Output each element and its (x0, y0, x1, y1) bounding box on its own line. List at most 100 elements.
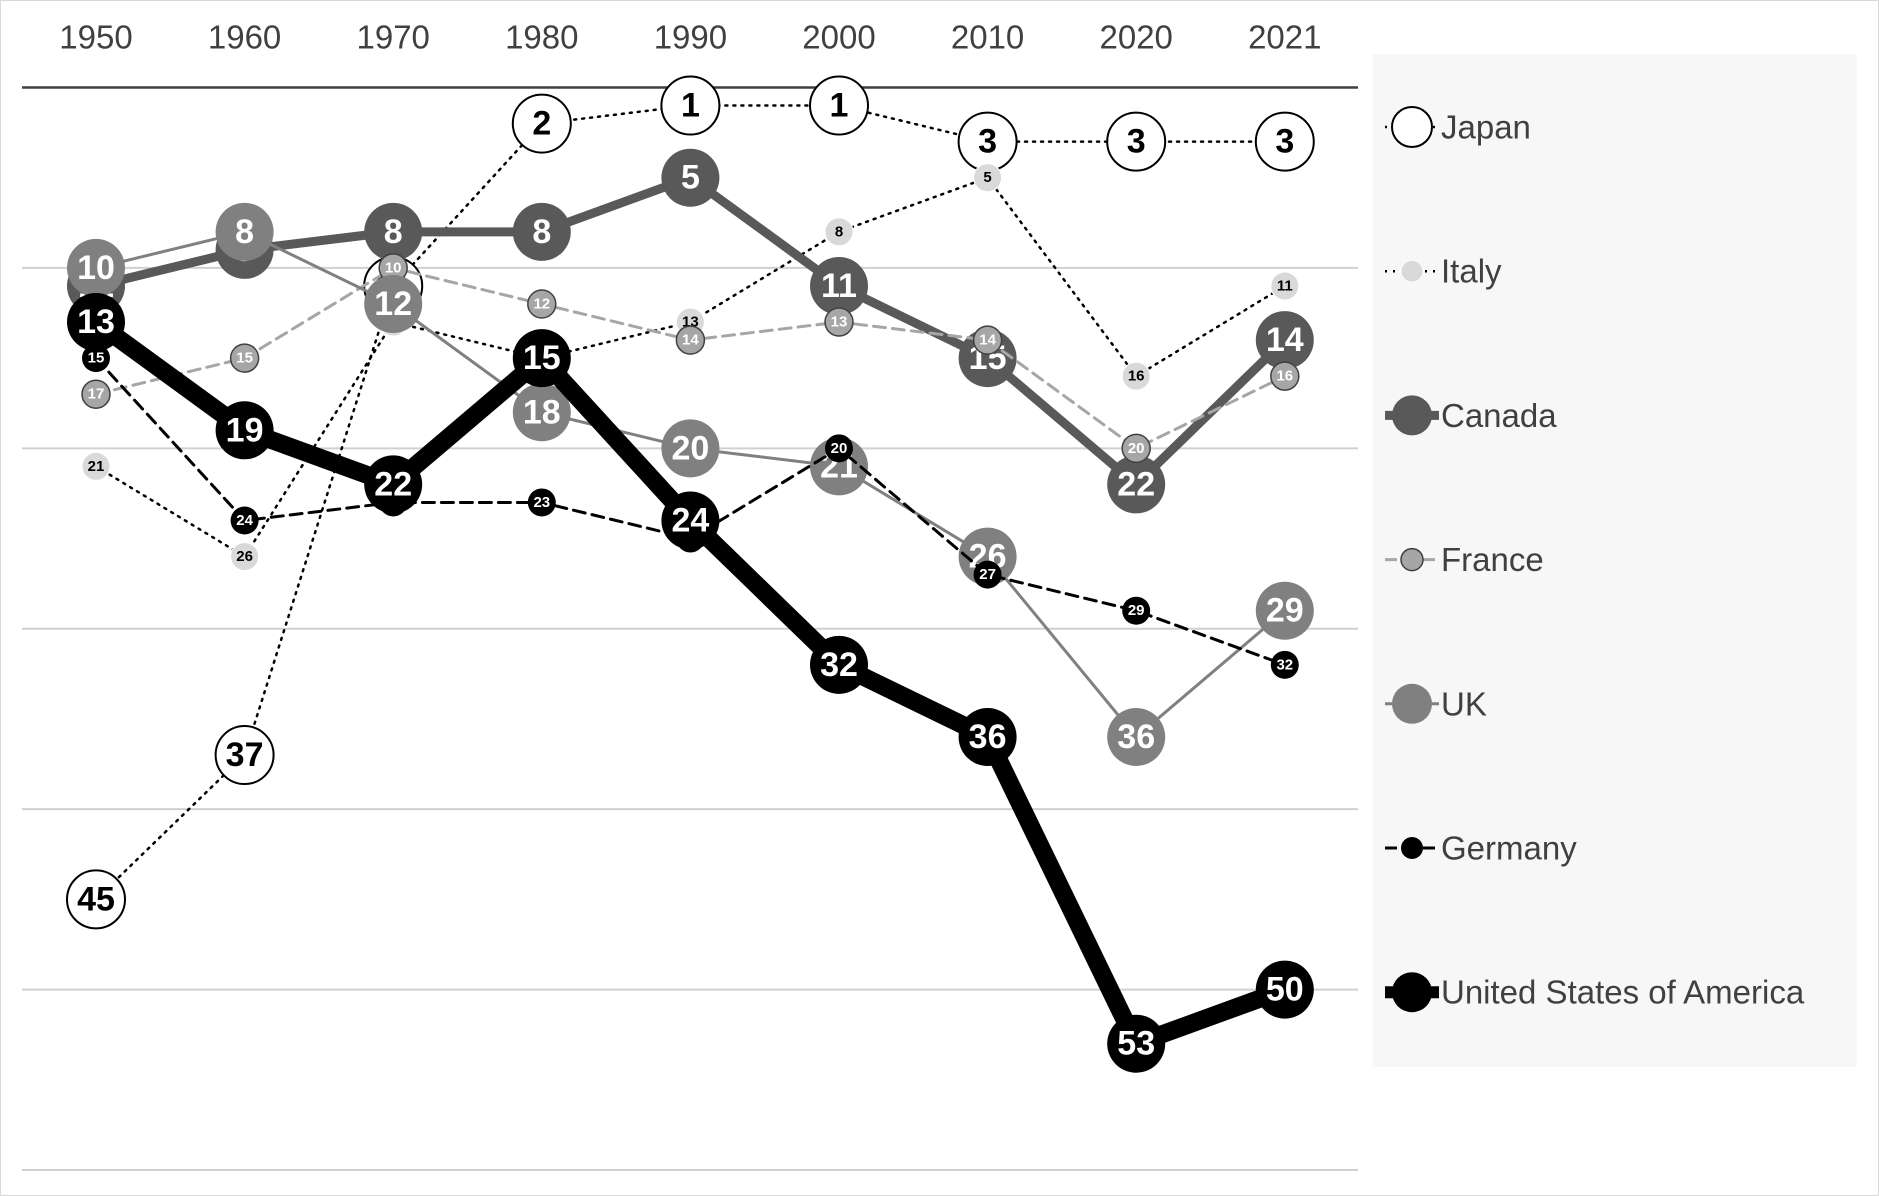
marker (512, 383, 571, 442)
data-label: 1 (830, 87, 849, 125)
data-label: 8 (235, 213, 254, 251)
marker (824, 307, 854, 337)
data-label: 12 (533, 296, 550, 313)
data-label: 16 (1276, 368, 1293, 385)
marker (1254, 111, 1315, 172)
data-label: 29 (1128, 602, 1145, 619)
marker (825, 434, 853, 463)
marker (364, 202, 423, 261)
marker (810, 437, 868, 496)
marker (230, 506, 259, 535)
marker (809, 75, 869, 136)
data-label: 14 (1266, 321, 1304, 359)
marker (1106, 111, 1167, 172)
data-label: 50 (1266, 971, 1304, 1009)
legend-marker (1400, 547, 1424, 572)
x-tick-label: 1970 (356, 19, 429, 56)
marker (364, 275, 423, 333)
legend-marker (1400, 259, 1424, 283)
data-label: 3 (1127, 123, 1146, 161)
marker (1107, 455, 1166, 514)
marker (810, 256, 868, 315)
marker (1107, 708, 1166, 766)
data-label: 13 (831, 314, 848, 331)
data-label: 45 (77, 880, 115, 918)
marker (1270, 650, 1299, 679)
data-label: 32 (820, 646, 858, 684)
data-label: 23 (533, 494, 550, 511)
legend-label: France (1441, 541, 1544, 578)
data-label: 15 (88, 350, 105, 367)
marker (675, 325, 706, 355)
legend-marker (1391, 106, 1433, 148)
data-label: 20 (671, 429, 709, 467)
legend-box (1373, 54, 1857, 1067)
data-label: 11 (821, 267, 857, 305)
legend-marker (1392, 683, 1432, 724)
data-label: 20 (1128, 440, 1145, 457)
x-tick-label: 1980 (505, 19, 578, 56)
marker (1122, 596, 1151, 625)
x-tick-label: 2000 (802, 19, 875, 56)
marker (1255, 311, 1314, 370)
legend-label: Italy (1441, 253, 1502, 290)
marker (527, 488, 556, 517)
data-label: 1 (681, 87, 700, 125)
marker (230, 542, 260, 572)
x-tick-label: 2010 (951, 19, 1024, 56)
data-label: 24 (671, 502, 709, 540)
data-label: 24 (236, 512, 253, 529)
data-label: 53 (1117, 1025, 1155, 1063)
data-label: 12 (374, 285, 412, 323)
data-label: 37 (226, 736, 264, 774)
legend-label: Japan (1441, 109, 1531, 146)
data-label: 10 (77, 249, 115, 287)
data-label: 18 (523, 393, 561, 431)
x-tick-label: 2021 (1248, 19, 1321, 56)
marker (958, 329, 1017, 388)
marker (67, 238, 125, 297)
marker (1255, 581, 1314, 640)
data-label: 14 (979, 332, 996, 349)
data-label: 21 (88, 458, 105, 475)
marker (1270, 361, 1300, 391)
data-label: 22 (374, 465, 412, 503)
data-label: 8 (532, 213, 551, 251)
data-label: 15 (236, 350, 253, 367)
marker (972, 325, 1003, 355)
marker (511, 93, 572, 154)
data-label: 11 (1277, 277, 1293, 294)
legend-label: Germany (1441, 830, 1577, 867)
data-label: 27 (979, 566, 996, 583)
x-tick-label: 1960 (208, 19, 281, 56)
data-label: 3 (978, 123, 997, 161)
marker (214, 725, 275, 786)
marker (973, 163, 1003, 193)
marker (215, 202, 274, 261)
marker (661, 419, 720, 478)
x-tick-label: 2020 (1099, 19, 1172, 56)
data-label: 20 (831, 440, 848, 457)
marker (958, 708, 1017, 766)
marker (1121, 361, 1151, 391)
marker (229, 343, 260, 373)
marker (824, 217, 854, 247)
data-label: 29 (1266, 592, 1304, 630)
data-label: 13 (77, 303, 115, 341)
marker (1255, 960, 1314, 1019)
legend-marker (1392, 395, 1432, 436)
legend-label: Canada (1441, 397, 1557, 434)
legend-label: UK (1441, 685, 1487, 722)
data-label: 15 (523, 339, 561, 377)
marker (958, 527, 1017, 586)
marker (66, 869, 126, 930)
data-label: 22 (1117, 465, 1155, 503)
marker (661, 148, 720, 207)
marker (81, 379, 111, 409)
data-label: 32 (1276, 656, 1293, 673)
marker (512, 329, 571, 388)
legend-marker (1401, 837, 1423, 859)
data-label: 16 (1128, 368, 1145, 385)
series-line (94, 104, 1287, 901)
